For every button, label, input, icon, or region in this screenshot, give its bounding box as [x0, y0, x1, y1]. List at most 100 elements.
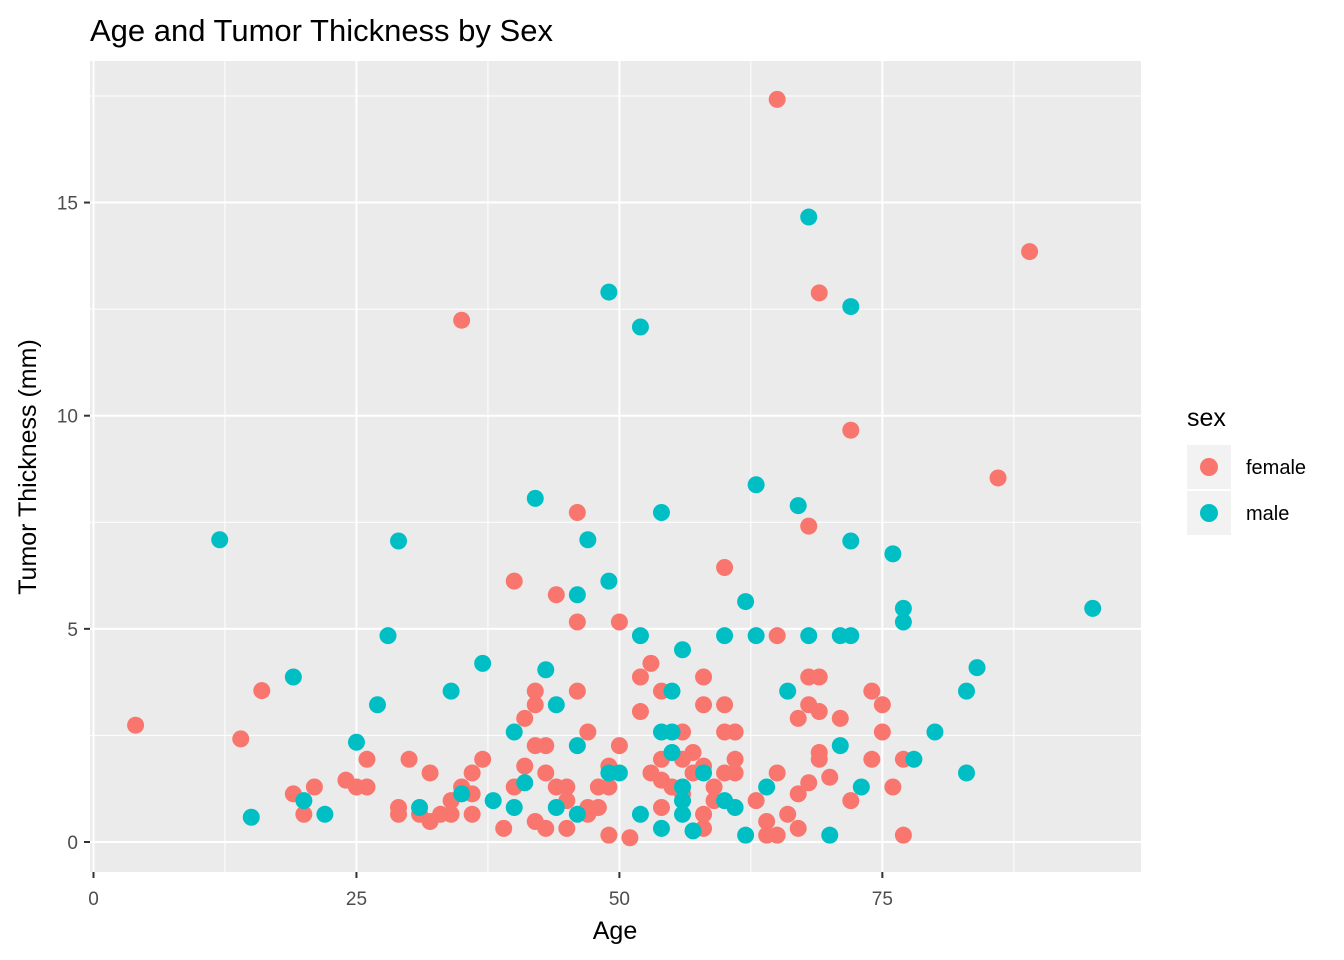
point-female	[758, 813, 776, 831]
point-female	[873, 723, 891, 741]
point-male	[242, 808, 260, 826]
point-female	[989, 469, 1007, 487]
point-male	[737, 593, 755, 611]
point-female	[789, 785, 807, 803]
point-male	[516, 774, 534, 792]
point-male	[347, 733, 365, 751]
point-male	[926, 723, 944, 741]
point-male	[600, 572, 618, 590]
point-female	[695, 668, 713, 686]
point-male	[484, 792, 502, 810]
point-male	[695, 764, 713, 782]
point-female	[810, 703, 828, 721]
point-female	[716, 558, 734, 576]
point-female	[463, 764, 481, 782]
y-tick-label: 10	[57, 407, 78, 428]
legend-title: sex	[1187, 404, 1226, 432]
point-female	[358, 778, 376, 796]
legend: sex female male	[1187, 404, 1306, 535]
point-male	[368, 696, 386, 714]
x-tick-label: 50	[609, 889, 630, 910]
point-female	[526, 682, 544, 700]
point-male	[284, 668, 302, 686]
point-male	[842, 627, 860, 645]
point-male	[894, 599, 912, 617]
legend-label-male: male	[1246, 503, 1289, 525]
point-female	[600, 778, 618, 796]
point-female	[768, 627, 786, 645]
point-female	[537, 737, 555, 755]
point-female	[789, 709, 807, 727]
point-female	[768, 90, 786, 108]
point-male	[610, 764, 628, 782]
series-male	[211, 208, 1102, 844]
point-male	[663, 682, 681, 700]
point-female	[768, 764, 786, 782]
point-male	[505, 798, 523, 816]
point-female	[547, 586, 565, 604]
point-female	[568, 613, 586, 631]
point-male	[379, 627, 397, 645]
point-male	[295, 792, 313, 810]
point-female	[684, 743, 702, 761]
point-male	[600, 283, 618, 301]
point-male	[894, 613, 912, 631]
point-male	[631, 318, 649, 336]
point-female	[568, 682, 586, 700]
point-female	[127, 716, 145, 734]
point-male	[390, 532, 408, 550]
point-male	[737, 826, 755, 844]
point-male	[800, 208, 818, 226]
point-male	[631, 805, 649, 823]
point-female	[631, 703, 649, 721]
point-female	[695, 805, 713, 823]
point-male	[505, 723, 523, 741]
point-female	[505, 572, 523, 590]
point-female	[642, 654, 660, 672]
point-female	[600, 826, 618, 844]
point-female	[516, 757, 534, 775]
point-female	[800, 517, 818, 535]
point-male	[905, 750, 923, 768]
point-male	[747, 627, 765, 645]
point-male	[526, 489, 544, 507]
point-male	[957, 682, 975, 700]
point-male	[726, 798, 744, 816]
point-female	[884, 778, 902, 796]
point-male	[684, 822, 702, 840]
point-male	[568, 805, 586, 823]
point-female	[421, 764, 439, 782]
point-male	[663, 743, 681, 761]
point-female	[810, 284, 828, 302]
point-female	[863, 750, 881, 768]
point-female	[558, 819, 576, 837]
point-female	[463, 805, 481, 823]
point-female	[631, 668, 649, 686]
point-male	[411, 798, 429, 816]
point-male	[852, 778, 870, 796]
point-male	[968, 659, 986, 677]
point-female	[453, 311, 471, 329]
point-female	[390, 805, 408, 823]
point-male	[674, 778, 692, 796]
point-male	[547, 798, 565, 816]
point-female	[400, 750, 418, 768]
point-male	[652, 819, 670, 837]
point-female	[568, 503, 586, 521]
point-female	[621, 829, 639, 847]
point-female	[232, 730, 250, 748]
point-female	[768, 826, 786, 844]
point-male	[884, 545, 902, 563]
series-female	[127, 90, 1039, 847]
point-female	[894, 826, 912, 844]
point-male	[674, 792, 692, 810]
point-female	[495, 819, 513, 837]
point-male	[842, 298, 860, 316]
point-male	[758, 778, 776, 796]
point-male	[568, 737, 586, 755]
point-female	[705, 778, 723, 796]
point-male	[957, 764, 975, 782]
point-male	[747, 476, 765, 494]
point-female	[789, 819, 807, 837]
